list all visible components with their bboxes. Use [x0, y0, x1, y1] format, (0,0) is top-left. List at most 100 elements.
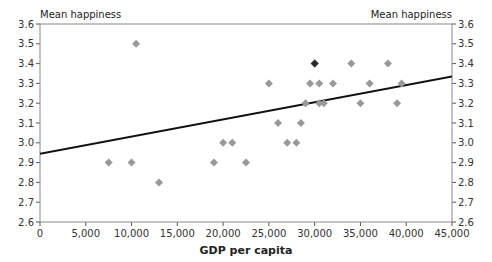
- y2-tick-label: 3.2: [458, 98, 474, 109]
- x-tick: [223, 222, 224, 226]
- y-tick-label: 3.3: [18, 78, 34, 89]
- scatter-series: [105, 40, 406, 187]
- scatter-point: [311, 60, 319, 68]
- y2-tick: [452, 63, 456, 64]
- y-tick-label: 2.8: [18, 177, 34, 188]
- x-tick: [452, 222, 453, 226]
- y2-tick-label: 2.9: [458, 157, 474, 168]
- x-tick-label: 25,000: [251, 228, 286, 239]
- x-tick: [177, 222, 178, 226]
- x-tick-label: 0: [37, 228, 43, 239]
- chart: 0 5,000 10,000 15,000 20,000 25,000 30,000 35,0…: [0, 0, 492, 262]
- scatter-point: [283, 139, 291, 147]
- y2-tick-label: 3.6: [458, 19, 474, 30]
- y-tick-label: 3.2: [18, 98, 34, 109]
- y-tick-label: 3.1: [18, 118, 34, 129]
- scatter-point: [228, 139, 236, 147]
- background: [0, 0, 492, 262]
- y-tick: [36, 63, 40, 64]
- scatter-point: [302, 99, 310, 107]
- x-tick: [268, 222, 269, 226]
- y2-tick-label: 3.1: [458, 118, 474, 129]
- y-tick: [36, 202, 40, 203]
- x-tick: [360, 222, 361, 226]
- plot-frame: [40, 24, 452, 222]
- y2-tick: [452, 142, 456, 143]
- x-tick-label: 30,000: [297, 228, 332, 239]
- scatter-point: [265, 79, 273, 87]
- x-tick-label: 45,000: [435, 228, 470, 239]
- y2-tick-label: 3.4: [458, 58, 474, 69]
- y-tick: [36, 24, 40, 25]
- scatter-point: [311, 60, 319, 68]
- y2-tick: [452, 162, 456, 163]
- scatter-point: [274, 119, 282, 127]
- y-tick-label: 2.9: [18, 157, 34, 168]
- scatter-point: [242, 159, 250, 167]
- y-tick: [36, 83, 40, 84]
- y-axis-label: Mean happiness: [40, 9, 121, 20]
- y-tick-label: 3.5: [18, 38, 34, 49]
- y-tick: [36, 182, 40, 183]
- x-tick: [314, 222, 315, 226]
- x-axis: 0 5,000 10,000 15,000 20,000 25,000 30,000 35,0…: [37, 222, 470, 257]
- x-tick: [131, 222, 132, 226]
- y2-axis: 2.62.72.82.93.03.13.23.33.43.53.6Mean ha…: [371, 9, 474, 228]
- y-tick: [36, 142, 40, 143]
- y2-tick: [452, 83, 456, 84]
- scatter-point: [329, 79, 337, 87]
- y2-tick-label: 2.7: [458, 197, 474, 208]
- x-tick-label: 20,000: [206, 228, 241, 239]
- y2-tick: [452, 43, 456, 44]
- scatter-point: [155, 178, 163, 186]
- y2-tick: [452, 182, 456, 183]
- y2-tick-label: 3.5: [458, 38, 474, 49]
- y2-tick-label: 3.0: [458, 137, 474, 148]
- y-tick-label: 3.6: [18, 19, 34, 30]
- y2-tick-label: 3.3: [458, 78, 474, 89]
- y2-tick: [452, 123, 456, 124]
- scatter-point: [132, 40, 140, 48]
- y-tick: [36, 162, 40, 163]
- scatter-point: [210, 159, 218, 167]
- y-tick: [36, 123, 40, 124]
- y-tick: [36, 222, 40, 223]
- scatter-point: [347, 60, 355, 68]
- scatter-point: [356, 99, 364, 107]
- y-tick-label: 3.0: [18, 137, 34, 148]
- y-tick-label: 3.4: [18, 58, 34, 69]
- scatter-point: [306, 79, 314, 87]
- y2-axis-label: Mean happiness: [371, 9, 452, 20]
- y2-tick: [452, 24, 456, 25]
- trend-line: [40, 76, 452, 153]
- y2-tick-label: 2.8: [458, 177, 474, 188]
- x-tick-label: 10,000: [114, 228, 149, 239]
- scatter-point: [393, 99, 401, 107]
- scatter-point: [292, 139, 300, 147]
- y2-tick: [452, 103, 456, 104]
- y-axis: 2.62.72.82.93.03.13.23.33.43.53.6Mean ha…: [18, 9, 121, 228]
- scatter-point: [320, 99, 328, 107]
- y2-tick: [452, 222, 456, 223]
- scatter-point: [297, 119, 305, 127]
- x-tick: [406, 222, 407, 226]
- x-tick: [85, 222, 86, 226]
- scatter-point: [366, 79, 374, 87]
- scatter-point: [128, 159, 136, 167]
- scatter-point: [398, 79, 406, 87]
- x-tick-label: 5,000: [71, 228, 100, 239]
- y-tick-label: 2.6: [18, 217, 34, 228]
- x-axis-label: GDP per capita: [200, 244, 293, 257]
- x-tick: [40, 222, 41, 226]
- y-tick: [36, 43, 40, 44]
- scatter-point: [219, 139, 227, 147]
- y-tick: [36, 103, 40, 104]
- scatter-series: [311, 60, 319, 68]
- plot-area: [40, 40, 452, 187]
- y2-tick: [452, 202, 456, 203]
- x-tick-label: 15,000: [160, 228, 195, 239]
- x-tick-label: 40,000: [389, 228, 424, 239]
- scatter-point: [384, 60, 392, 68]
- x-tick-label: 35,000: [343, 228, 378, 239]
- scatter-point: [105, 159, 113, 167]
